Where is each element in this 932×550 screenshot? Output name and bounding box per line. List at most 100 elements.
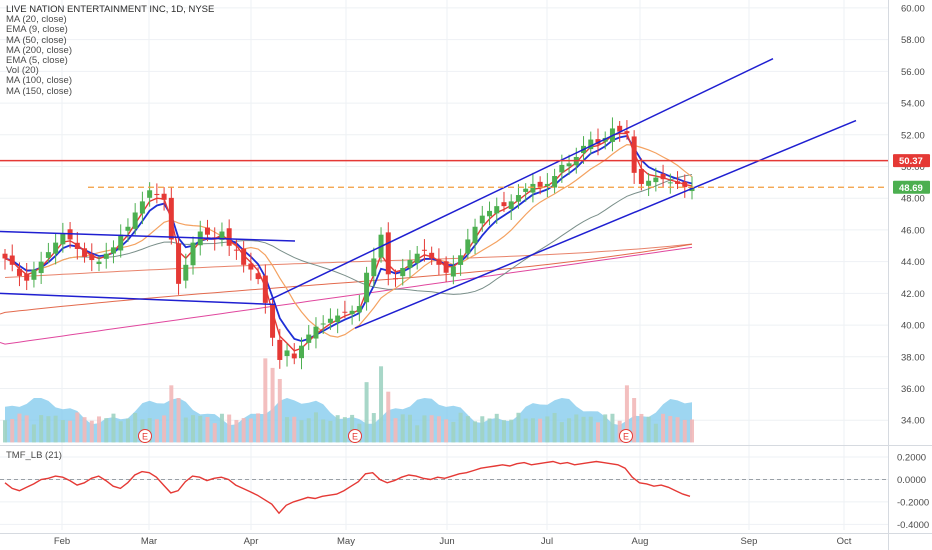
price-label-text: 50.37 — [899, 156, 923, 167]
candle-body — [660, 173, 666, 180]
volume-bar — [205, 417, 210, 443]
candle-body — [74, 242, 80, 249]
volume-bar — [415, 425, 420, 443]
volume-bar — [263, 358, 268, 443]
time-tick-label: Feb — [54, 536, 70, 547]
volume-bar — [183, 417, 188, 443]
volume-bar — [306, 418, 311, 443]
price-tick-label: 58.00 — [901, 35, 925, 46]
volume-bar — [154, 419, 159, 443]
volume-bar — [111, 413, 116, 443]
volume-bar — [451, 421, 456, 443]
candle-body — [472, 226, 478, 244]
candle-body — [219, 231, 225, 240]
candle-body — [436, 259, 442, 265]
earnings-marker-label: E — [352, 432, 358, 442]
candle-body — [450, 266, 456, 277]
volume-bar — [494, 413, 499, 443]
candle-body — [241, 248, 247, 265]
candle-body — [190, 242, 196, 266]
candle-body — [400, 267, 406, 277]
candle-body — [559, 164, 565, 173]
volume-bar — [335, 415, 340, 443]
price-tick-label: 56.00 — [901, 67, 925, 78]
volume-bar — [82, 417, 87, 443]
volume-bar — [10, 418, 15, 443]
earnings-marker: E — [619, 429, 633, 443]
volume-bar — [675, 417, 680, 443]
volume-bar — [407, 414, 412, 443]
volume-bar — [350, 414, 355, 443]
volume-bar — [212, 423, 217, 443]
earnings-marker-label: E — [623, 432, 629, 442]
volume-bar — [487, 418, 492, 443]
candle-body — [53, 242, 59, 254]
time-tick-label: Aug — [632, 536, 649, 547]
price-tick-label: 52.00 — [901, 130, 925, 141]
candle-body — [60, 233, 66, 245]
volume-bar — [567, 418, 572, 443]
volume-bar — [552, 412, 557, 443]
volume-bar — [46, 416, 51, 443]
volume-bar — [386, 391, 391, 443]
candle-body — [349, 310, 355, 315]
candle-body — [103, 253, 109, 259]
volume-bar — [538, 418, 543, 443]
trend-channels — [0, 57, 857, 329]
candle-body — [327, 318, 333, 323]
legend-item-ma100: MA (100, close) — [6, 75, 72, 87]
legend-item-ema9: EMA (9, close) — [6, 24, 68, 36]
candle-body — [588, 139, 594, 150]
candle-body — [371, 258, 377, 277]
price-tick-label: 34.00 — [901, 416, 925, 427]
time-tick-label: Oct — [837, 536, 852, 547]
candle-body — [96, 261, 102, 265]
volume-bar — [588, 416, 593, 443]
price-label-badge: 48.69 — [893, 180, 930, 194]
volume-bar — [118, 421, 123, 443]
indicator-tick-label: 0.2000 — [897, 452, 926, 463]
volume-bar — [480, 416, 485, 443]
volume-bar — [191, 415, 196, 443]
candle-body — [421, 249, 427, 251]
candle-body — [298, 345, 304, 359]
volume-bar — [364, 382, 369, 443]
volume-bar — [104, 418, 109, 443]
legend-item-ema5: EMA (5, close) — [6, 55, 68, 67]
ascending-channel-upper — [269, 57, 774, 301]
time-tick-label: May — [337, 536, 355, 547]
volume-bar — [545, 416, 550, 443]
time-tick-label: Apr — [244, 536, 259, 547]
volume-bar — [581, 416, 586, 443]
candle-body — [631, 136, 637, 173]
descending-channel-lower — [0, 292, 277, 306]
tmf-line — [4, 460, 691, 515]
volume-bar — [574, 414, 579, 443]
earnings-marker: E — [348, 429, 362, 443]
candle-body — [544, 183, 550, 186]
volume-bar — [313, 412, 318, 443]
ma50-line — [4, 174, 693, 295]
volume-bar — [444, 419, 449, 443]
candle-body — [82, 248, 88, 257]
candle-body — [407, 260, 413, 268]
volume-bar — [436, 416, 441, 443]
candle-body — [176, 243, 182, 284]
price-axis: 60.00 58.00 56.00 54.00 52.00 50.00 48.00 46.00… — [901, 3, 925, 426]
descending-channel-upper — [0, 230, 296, 242]
candle-body — [414, 253, 420, 264]
candle-body — [313, 326, 319, 339]
volume-bars — [3, 358, 694, 443]
volume-bar — [3, 420, 7, 443]
candle-body — [233, 249, 239, 251]
volume-bar — [241, 418, 246, 443]
volume-bar — [248, 418, 253, 443]
indicator-label: TMF_LB (21) — [6, 450, 62, 461]
volume-bar — [39, 415, 44, 443]
volume-bar — [523, 418, 528, 443]
volume-bar — [219, 413, 224, 443]
candle-body — [306, 334, 312, 343]
volume-bar — [690, 419, 694, 443]
